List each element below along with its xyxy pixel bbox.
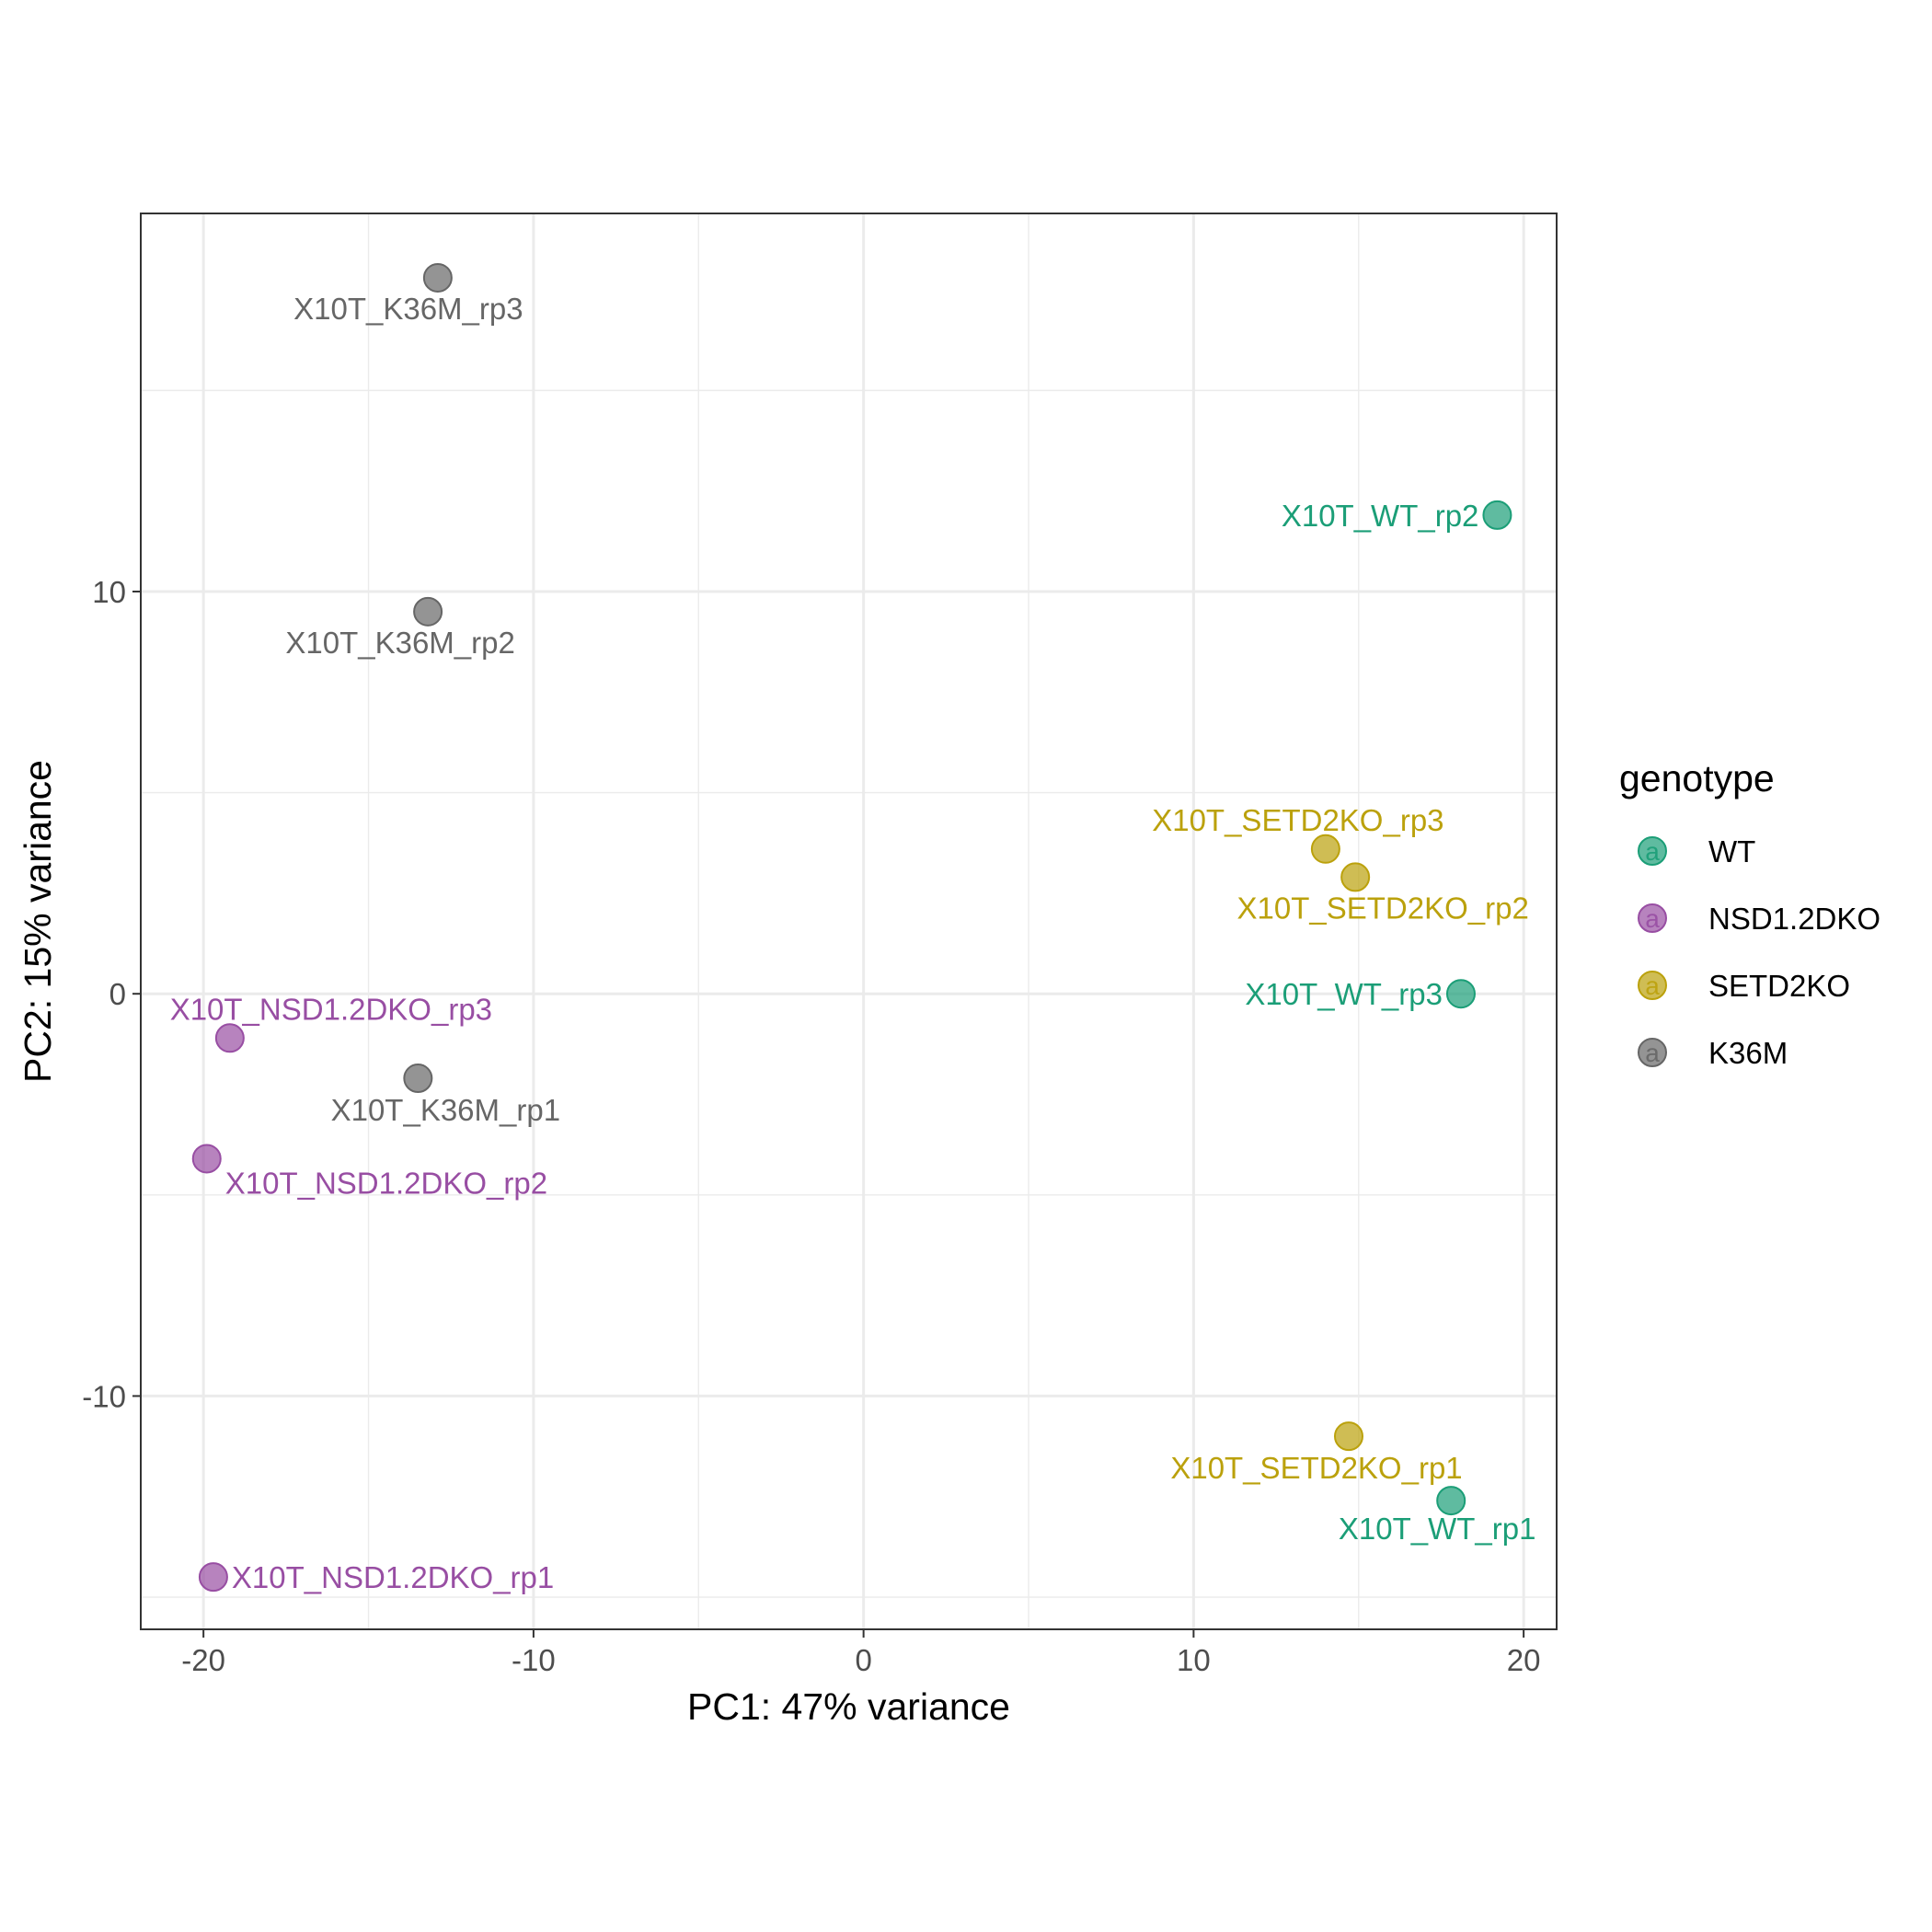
legend-item-label: WT [1708,834,1755,868]
legend-key-glyph: a [1645,972,1660,1000]
data-point [198,1562,228,1593]
data-point [1333,1421,1363,1452]
y-tick-label: -10 [82,1379,126,1413]
point-label: X10T_K36M_rp2 [285,626,514,660]
legend-key-point [1638,836,1667,866]
data-point [1482,500,1512,530]
x-tick-label: -20 [181,1643,225,1677]
legend-title: genotype [1619,757,1775,799]
y-tick-label: 0 [109,977,126,1011]
legend-key-point [1638,903,1667,933]
point-label: X10T_SETD2KO_rp2 [1237,891,1529,925]
legend-item-label: K36M [1708,1036,1788,1070]
point-labels: X10T_WT_rp1 X10T_WT_rp2 X10T_WT_rp3 X10T_NS… [170,292,1536,1594]
legend-item: a NSD1.2DKO [1638,902,1880,936]
data-point [1340,862,1371,892]
data-point [1445,979,1476,1009]
y-axis-title: PC2: 15% variance [17,760,59,1083]
point-label: X10T_WT_rp2 [1282,499,1479,533]
data-points [191,262,1512,1593]
legend: genotype a WT a NSD1.2DKO a SETD2KO a K36M [1619,757,1880,1070]
legend-key-glyph: a [1645,1039,1660,1067]
y-axis: -10 0 10 [82,575,141,1413]
data-point [1436,1486,1466,1516]
data-point [422,262,453,293]
point-label: X10T_NSD1.2DKO_rp1 [232,1560,554,1594]
x-axis-title: PC1: 47% variance [687,1685,1010,1728]
legend-key-point [1638,971,1667,1000]
legend-item: a SETD2KO [1638,969,1850,1003]
x-tick-label: 20 [1507,1643,1541,1677]
point-label: X10T_NSD1.2DKO_rp2 [225,1166,547,1200]
legend-item: a WT [1638,834,1755,868]
data-point [214,1023,245,1053]
legend-item: a K36M [1638,1036,1788,1070]
data-point [191,1144,222,1174]
data-point [413,596,443,627]
legend-item-label: SETD2KO [1708,969,1850,1003]
point-label: X10T_SETD2KO_rp3 [1152,803,1443,837]
point-label: X10T_WT_rp1 [1339,1512,1536,1546]
x-axis: -20 -10 0 10 20 [181,1629,1540,1677]
grid-minor [141,213,1557,1629]
panel-border [140,213,1558,1630]
legend-key-glyph: a [1645,837,1660,866]
x-tick-label: 10 [1177,1643,1211,1677]
x-tick-label: 0 [855,1643,871,1677]
data-point [1310,834,1340,864]
legend-item-label: NSD1.2DKO [1708,902,1880,936]
y-tick-label: 10 [92,575,126,609]
legend-items: a WT a NSD1.2DKO a SETD2KO a K36M [1638,834,1880,1070]
point-label: X10T_SETD2KO_rp1 [1170,1451,1462,1485]
point-label: X10T_NSD1.2DKO_rp3 [170,992,492,1026]
legend-key-glyph: a [1645,904,1660,933]
grid-major [141,213,1557,1629]
data-point [403,1064,433,1094]
point-label: X10T_K36M_rp1 [331,1093,560,1127]
legend-key-point [1638,1038,1667,1067]
point-label: X10T_WT_rp3 [1245,977,1443,1011]
x-tick-label: -10 [512,1643,556,1677]
point-label: X10T_K36M_rp3 [293,292,523,326]
